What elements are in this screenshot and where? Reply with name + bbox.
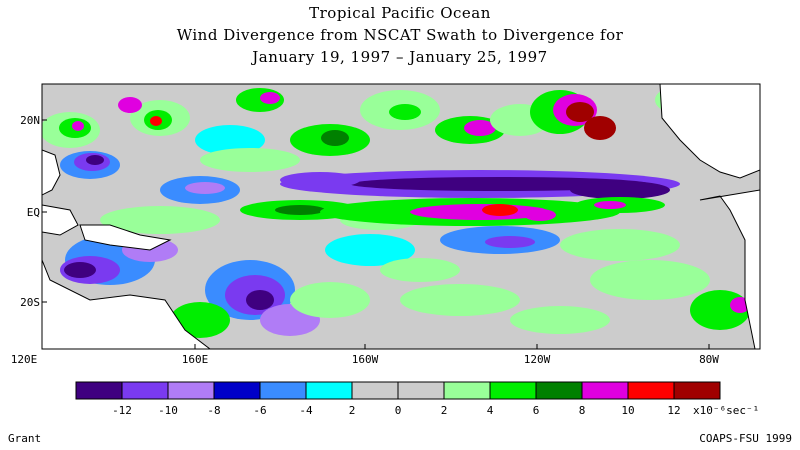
colorbar-swatch — [121, 381, 169, 400]
divergence-field — [42, 84, 760, 349]
colorbar: -12 -10 -8 -6 -4 2 0 2 4 6 8 10 12 — [75, 381, 721, 417]
title-line-3: January 19, 1997 – January 25, 1997 — [252, 48, 548, 66]
title-line-2: Wind Divergence from NSCAT Swath to Dive… — [176, 26, 624, 44]
colorbar-tick-label: 6 — [533, 404, 540, 417]
colorbar-tick-label: 2 — [349, 404, 356, 417]
axis-ticks — [42, 119, 710, 349]
credit-left: Grant — [8, 432, 42, 445]
colorbar-tick-label: -6 — [253, 404, 266, 417]
colorbar-swatch — [673, 381, 721, 400]
colorbar-swatch — [259, 381, 307, 400]
colorbar-tick-label: 4 — [487, 404, 494, 417]
colorbar-swatch — [535, 381, 583, 400]
lat-labels: 20N EQ 20S — [20, 114, 40, 309]
lon-label: 160W — [352, 353, 379, 366]
colorbar-swatch — [627, 381, 675, 400]
colorbar-swatch — [213, 381, 261, 400]
lat-label: 20S — [20, 296, 40, 309]
map-frame — [41, 83, 761, 350]
colorbar-tick-label: 8 — [579, 404, 586, 417]
colorbar-swatch — [75, 381, 123, 400]
title-line-1: Tropical Pacific Ocean — [309, 4, 491, 22]
lon-labels: 120E 160E 160W 120W 80W — [11, 353, 720, 366]
convergence-band — [280, 170, 680, 199]
land-masses — [42, 84, 760, 349]
divergence-band — [320, 197, 665, 226]
colorbar-tick-label: -10 — [158, 404, 178, 417]
colorbar-swatch — [305, 381, 353, 400]
colorbar-swatch — [397, 381, 445, 400]
lat-label: EQ — [27, 206, 40, 219]
colorbar-tick-label: 10 — [621, 404, 634, 417]
colorbar-tick-label: 12 — [667, 404, 680, 417]
colorbar-tick-label: 0 — [395, 404, 402, 417]
lat-label: 20N — [20, 114, 40, 127]
colorbar-units: x10⁻⁶sec⁻¹ — [693, 404, 759, 417]
colorbar-swatch — [167, 381, 215, 400]
lon-label: 160E — [182, 353, 209, 366]
colorbar-tick-label: -4 — [299, 404, 313, 417]
lon-label: 120W — [524, 353, 551, 366]
colorbar-tick-label: -8 — [207, 404, 220, 417]
colorbar-tick-label: -12 — [112, 404, 132, 417]
lon-label: 120E — [11, 353, 38, 366]
field-patches — [42, 86, 752, 338]
lon-label: 80W — [699, 353, 719, 366]
colorbar-tick-label: 2 — [441, 404, 448, 417]
colorbar-swatch — [443, 381, 491, 400]
credit-right: COAPS-FSU 1999 — [699, 432, 792, 445]
colorbar-swatch — [489, 381, 537, 400]
colorbar-swatch — [581, 381, 629, 400]
colorbar-swatch — [351, 381, 399, 400]
